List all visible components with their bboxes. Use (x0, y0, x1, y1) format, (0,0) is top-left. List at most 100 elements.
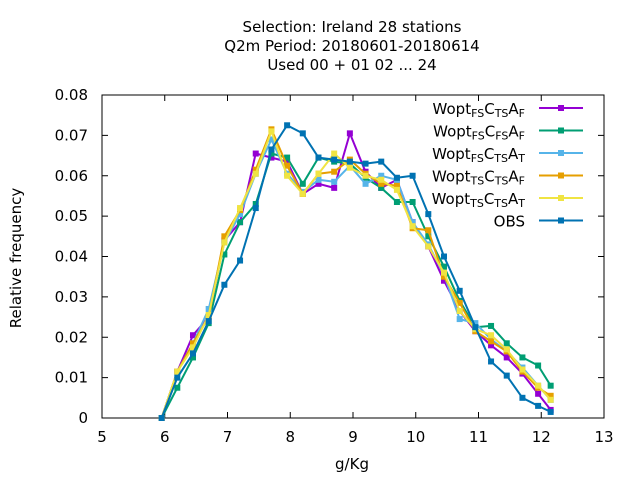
data-point (362, 172, 369, 179)
y-tick-label: 0.07 (55, 126, 88, 144)
data-point (299, 130, 306, 137)
data-point (503, 346, 510, 353)
data-point (205, 312, 212, 319)
data-point (440, 269, 447, 276)
data-point (284, 122, 291, 129)
data-point (393, 182, 400, 189)
data-point (503, 372, 510, 379)
data-point (331, 150, 338, 157)
data-point (174, 384, 181, 391)
legend-marker (558, 217, 564, 224)
data-point (268, 146, 275, 153)
y-tick-label: 0.02 (55, 328, 88, 346)
data-point (535, 402, 542, 409)
data-point (346, 130, 353, 137)
data-point (315, 176, 322, 183)
series-line (160, 124, 552, 419)
data-point (284, 162, 291, 169)
data-point (189, 354, 196, 361)
data-point (237, 257, 244, 264)
data-point (331, 168, 338, 175)
y-tick-label: 0.04 (55, 248, 88, 266)
data-point (393, 186, 400, 193)
legend-entry: WoptTSCTSAT (432, 190, 583, 210)
data-point (221, 233, 228, 240)
legend-label: OBS (494, 213, 525, 231)
data-point (547, 382, 554, 389)
y-tick-label: 0.05 (55, 207, 88, 225)
data-point (456, 287, 463, 294)
data-point (189, 350, 196, 357)
data-point (488, 338, 495, 345)
y-tick-label: 0.03 (55, 288, 88, 306)
series-layer (158, 122, 554, 421)
data-point (284, 158, 291, 165)
data-point (409, 198, 416, 205)
x-tick-label: 6 (160, 428, 170, 446)
data-point (440, 253, 447, 260)
title-line-2: Q2m Period: 20180601-20180614 (224, 37, 479, 55)
data-point (221, 239, 228, 246)
data-point (189, 340, 196, 347)
y-tick-label: 0.01 (55, 369, 88, 387)
y-tick-label: 0.06 (55, 167, 88, 185)
y-tick-label: 0.08 (55, 86, 88, 104)
data-point (378, 158, 385, 165)
x-tick-label: 8 (285, 428, 295, 446)
x-axis: 5 6 7 8 9 10 11 12 13 (97, 95, 614, 446)
data-point (252, 201, 259, 208)
x-axis-label: g/Kg (335, 455, 369, 473)
y-tick-label: 0 (78, 409, 88, 427)
data-point (440, 277, 447, 284)
data-point (519, 354, 526, 361)
data-point (346, 158, 353, 165)
data-point (174, 374, 181, 381)
data-point (268, 150, 275, 157)
data-point (440, 263, 447, 270)
data-point (440, 273, 447, 280)
y-axis-label: Relative frequency (7, 188, 25, 329)
y-axis: 0 0.01 0.02 0.03 0.04 0.05 0.06 0.07 0.08 (55, 86, 604, 427)
data-point (252, 166, 259, 173)
data-point (237, 205, 244, 212)
data-point (315, 170, 322, 177)
data-point (252, 205, 259, 212)
data-point (456, 299, 463, 306)
data-point (393, 198, 400, 205)
data-point (237, 219, 244, 226)
data-point (299, 180, 306, 187)
data-point (331, 156, 338, 163)
data-point (519, 394, 526, 401)
data-point (472, 320, 479, 327)
data-point (378, 176, 385, 183)
data-point (331, 184, 338, 191)
data-point (535, 382, 542, 389)
data-point (237, 211, 244, 218)
data-point (519, 366, 526, 373)
data-point (268, 136, 275, 143)
legend-marker (558, 195, 564, 201)
data-point (456, 316, 463, 323)
x-tick-label: 13 (594, 428, 613, 446)
data-point (425, 233, 432, 240)
data-point (425, 227, 432, 234)
legend-label: WoptTSCTSAF (432, 168, 525, 188)
data-point (535, 362, 542, 369)
data-point (425, 211, 432, 218)
legend-label: WoptTSCTSAT (432, 190, 526, 210)
data-point (535, 390, 542, 397)
data-point (488, 342, 495, 349)
legend-label: WoptFSCFSAF (433, 123, 525, 143)
data-point (547, 392, 554, 399)
title-line-3: Used 00 + 01 02 ... 24 (267, 56, 436, 74)
data-point (378, 172, 385, 179)
legend-marker (558, 105, 564, 111)
series-2 (158, 150, 554, 421)
data-point (315, 154, 322, 161)
data-point (268, 128, 275, 135)
data-point (268, 154, 275, 161)
chart-title: Selection: Ireland 28 stations Q2m Perio… (224, 18, 479, 74)
x-tick-label: 7 (223, 428, 233, 446)
